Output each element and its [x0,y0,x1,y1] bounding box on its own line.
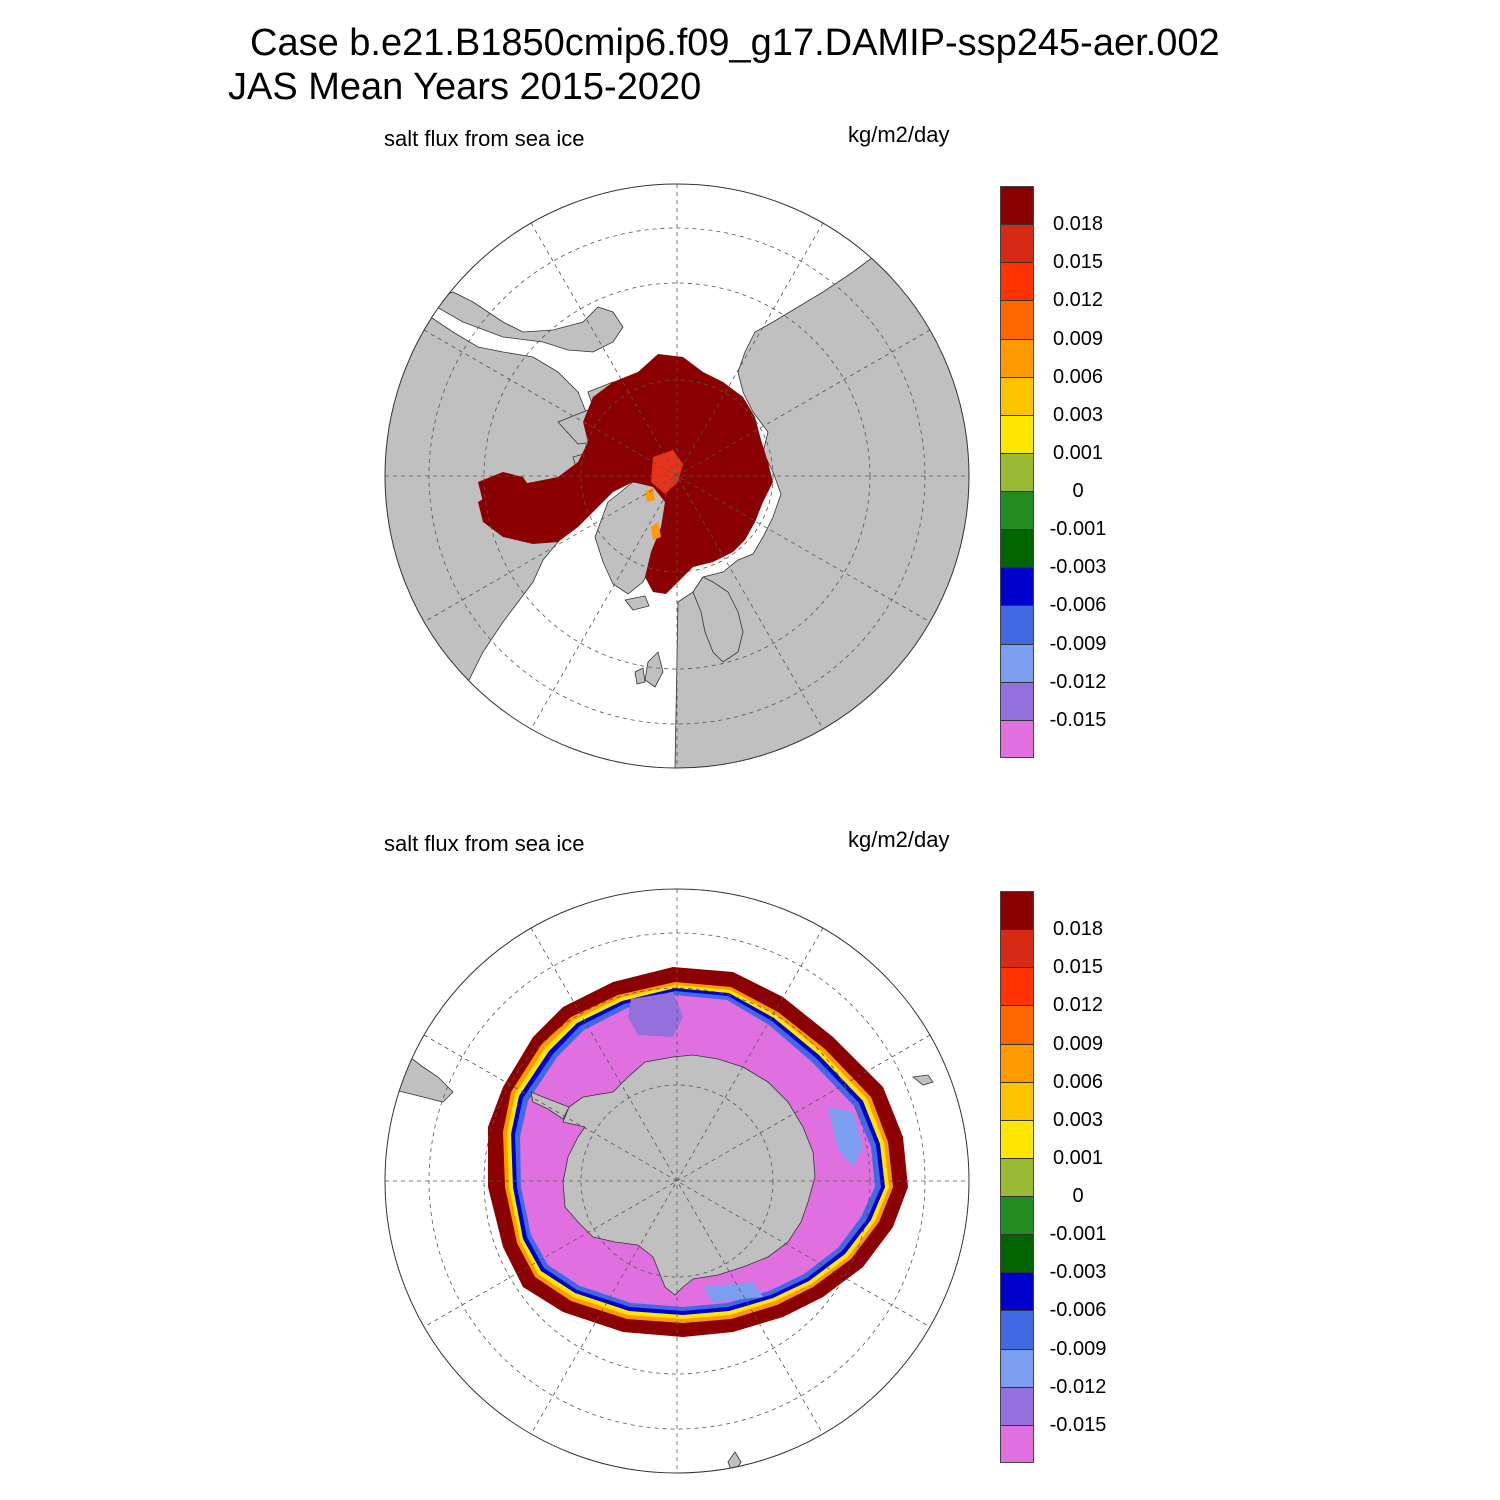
north-colorbar-label: 0.012 [1052,289,1104,312]
south-colorbar-swatch [1001,968,1033,1007]
north-colorbar-swatch [1001,415,1033,454]
north-colorbar-swatch [1001,263,1033,302]
north-colorbar-swatch [1001,377,1033,416]
north-colorbar-label: -0.001 [1049,518,1107,541]
north-colorbar-swatch [1001,225,1033,264]
south-variable-label: salt flux from sea ice [384,831,585,856]
south-colorbar-swatch [1001,1120,1033,1159]
south-colorbar-label: 0.001 [1052,1146,1104,1169]
north-map-border [384,183,970,769]
south-colorbar: 0.018 0.015 0.012 0.009 0.006 0.003 0.001 0 -0.0… [1000,891,1130,1463]
south-colorbar-label: 0.015 [1052,956,1104,979]
north-colorbar-swatch [1001,682,1033,721]
north-colorbar-swatch [1001,606,1033,645]
south-colorbar-swatch [1001,1197,1033,1236]
north-units-label: kg/m2/day [848,122,950,147]
south-colorbar-swatches [1000,891,1034,1463]
south-colorbar-swatch [1001,1235,1033,1274]
north-colorbar-swatch [1001,644,1033,683]
south-colorbar-label: -0.009 [1049,1337,1107,1360]
north-colorbar-swatch [1001,339,1033,378]
south-colorbar-label: 0.006 [1052,1070,1104,1093]
north-colorbar-label: 0.015 [1052,251,1104,274]
south-colorbar-swatch [1001,1044,1033,1083]
south-map-border [384,888,970,1474]
north-colorbar-swatch [1001,568,1033,607]
south-colorbar-label: -0.006 [1049,1299,1107,1322]
north-colorbar-label: -0.009 [1049,632,1107,655]
south-colorbar-label: -0.001 [1049,1223,1107,1246]
north-colorbar-swatch [1001,720,1033,757]
south-colorbar-swatch [1001,892,1033,931]
south-colorbar-swatch [1001,1349,1033,1388]
south-colorbar-label: -0.012 [1049,1375,1107,1398]
south-colorbar-label: -0.003 [1049,1261,1107,1284]
north-sea-ice-flux [478,354,773,594]
north-graticule [385,184,969,768]
north-colorbar-label: 0.003 [1052,403,1104,426]
north-colorbar-label: -0.003 [1049,556,1107,579]
north-colorbar-label: 0.006 [1052,365,1104,388]
south-colorbar-swatch [1001,1387,1033,1426]
south-colorbar-swatch [1001,1311,1033,1350]
north-colorbar-label: -0.012 [1049,670,1107,693]
north-variable-label: salt flux from sea ice [384,126,585,151]
north-colorbar: 0.018 0.015 0.012 0.009 0.006 0.003 0.001 0 -0.0… [1000,186,1130,758]
south-colorbar-swatch [1001,930,1033,969]
north-colorbar-label: 0.018 [1052,213,1104,236]
north-colorbar-swatch [1001,530,1033,569]
north-colorbar-label: -0.006 [1049,594,1107,617]
south-colorbar-label: 0 [1072,1185,1084,1208]
south-colorbar-swatch [1001,1273,1033,1312]
north-colorbar-swatch [1001,187,1033,226]
north-colorbar-label: 0.009 [1052,327,1104,350]
south-colorbar-label: 0.018 [1052,918,1104,941]
north-colorbar-swatch [1001,492,1033,531]
figure-title-line2: JAS Mean Years 2015-2020 [228,66,702,108]
south-colorbar-swatch [1001,1425,1033,1462]
south-colorbar-swatch [1001,1006,1033,1045]
north-colorbar-label: 0 [1072,480,1084,503]
south-colorbar-label: 0.003 [1052,1108,1104,1131]
south-colorbar-swatch [1001,1082,1033,1121]
north-colorbar-label: 0.001 [1052,441,1104,464]
south-colorbar-swatch [1001,1158,1033,1198]
south-colorbar-label: 0.009 [1052,1032,1104,1055]
north-colorbar-swatch [1001,301,1033,340]
south-units-label: kg/m2/day [848,827,950,852]
north-colorbar-label: -0.015 [1049,708,1107,731]
north-colorbar-swatch [1001,453,1033,493]
figure-title-line1: Case b.e21.B1850cmip6.f09_g17.DAMIP-ssp2… [250,22,1220,64]
north-colorbar-swatches [1000,186,1034,758]
south-graticule [385,889,969,1473]
south-colorbar-label: 0.012 [1052,994,1104,1017]
south-colorbar-label: -0.015 [1049,1413,1107,1436]
south-polar-map [384,888,970,1474]
north-polar-map [384,183,970,769]
